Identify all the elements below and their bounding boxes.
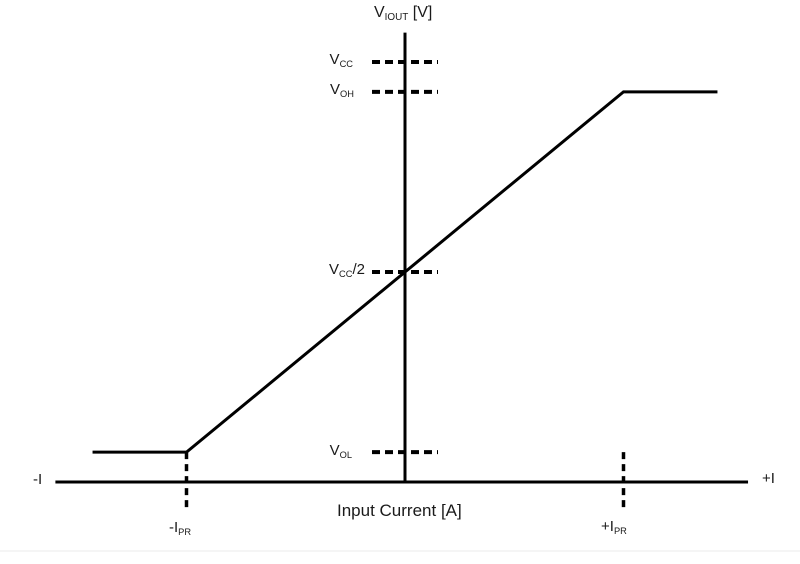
vcc-half-level-label: VCC/2 (329, 261, 365, 283)
pos-ipr-sub: PR (613, 525, 627, 536)
vcc-level-label: VCC (330, 51, 353, 73)
x-axis-positive-end-label: +I (762, 470, 775, 487)
y-axis-title-sub: IOUT (384, 12, 409, 24)
y-axis-title: VIOUT [V] (374, 3, 432, 28)
vcc-half-sub: CC (339, 268, 353, 279)
vcc-half-main: V (329, 261, 340, 278)
bottom-separator (0, 550, 800, 552)
vcc-main: V (329, 51, 340, 68)
y-axis-title-suffix: [V] (408, 4, 433, 21)
vcc-sub: CC (339, 58, 353, 69)
y-axis-title-main: V (374, 4, 385, 21)
x-axis-negative-end-label: -I (33, 471, 43, 488)
x-axis-title: Input Current [A] (337, 501, 462, 520)
neg-ipr-sub: PR (178, 526, 192, 537)
pos-ipr-main: +I (601, 518, 614, 535)
neg-ipr-tick-label: -IPR (169, 519, 191, 541)
pos-ipr-tick-label: +IPR (601, 518, 627, 540)
vol-sub: OL (339, 449, 352, 460)
voh-main: V (330, 81, 341, 98)
vcc-half-suffix: /2 (352, 261, 365, 278)
vol-level-label: VOL (330, 442, 352, 464)
voh-level-label: VOH (330, 81, 354, 103)
vol-main: V (329, 442, 340, 459)
neg-ipr-main: -I (169, 519, 179, 536)
voh-sub: OH (340, 88, 354, 99)
